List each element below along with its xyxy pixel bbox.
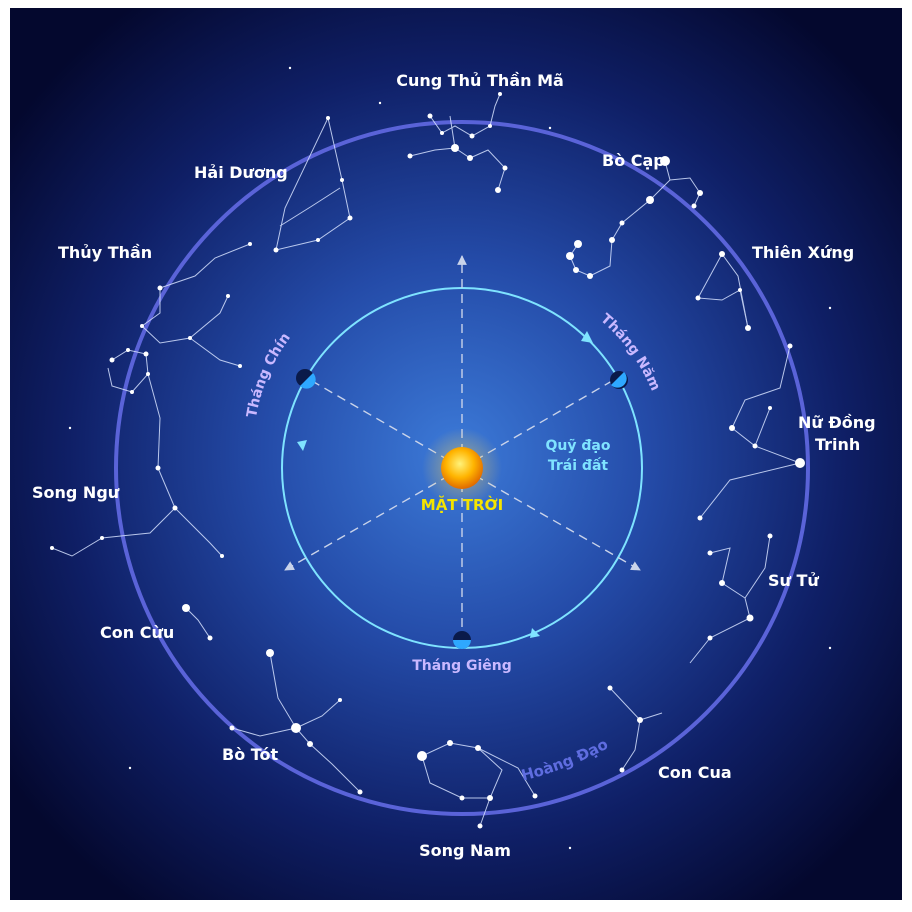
label-aries: Con Cừu <box>100 623 174 642</box>
label-taurus: Bò Tót <box>222 745 279 764</box>
orbit-arrow-january <box>530 628 540 638</box>
earth-may <box>610 371 628 389</box>
stars <box>50 66 832 850</box>
earth-january <box>453 631 471 649</box>
month-january-label: Tháng Giêng <box>412 658 512 674</box>
label-libra: Thiên Xứng <box>752 243 854 262</box>
earth-september <box>296 369 316 389</box>
label-aquarius: Thủy Thần <box>58 243 152 262</box>
label-sagittarius: Cung Thủ Thần Mã <box>396 71 564 90</box>
zodiac-diagram-frame: MẶT TRỜI Quỹ đạo Trái đất Tháng Giêng Th… <box>10 8 902 900</box>
label-leo: Sư Tử <box>768 571 819 590</box>
ecliptic-circle <box>114 120 810 816</box>
sun-label: MẶT TRỜI <box>421 494 503 514</box>
label-cancer: Con Cua <box>658 763 732 782</box>
orbit-arrows <box>297 331 593 638</box>
orbit-label-line2: Trái đất <box>548 457 609 474</box>
sun-icon <box>441 447 483 489</box>
label-pisces: Song Ngư <box>32 483 120 502</box>
constellation-lines <box>51 93 802 827</box>
orbit-arrow-september <box>297 440 307 451</box>
orbit-arrow-may <box>581 331 593 343</box>
zodiac-diagram: MẶT TRỜI Quỹ đạo Trái đất Tháng Giêng Th… <box>10 8 902 900</box>
label-capricornus: Hải Dương <box>194 163 288 182</box>
label-gemini: Song Nam <box>419 841 511 860</box>
label-scorpius: Bò Cạp <box>602 151 665 170</box>
label-virgo: Nữ Đồng Trinh <box>798 413 876 454</box>
orbit-label-line1: Quỹ đạo <box>546 438 611 454</box>
